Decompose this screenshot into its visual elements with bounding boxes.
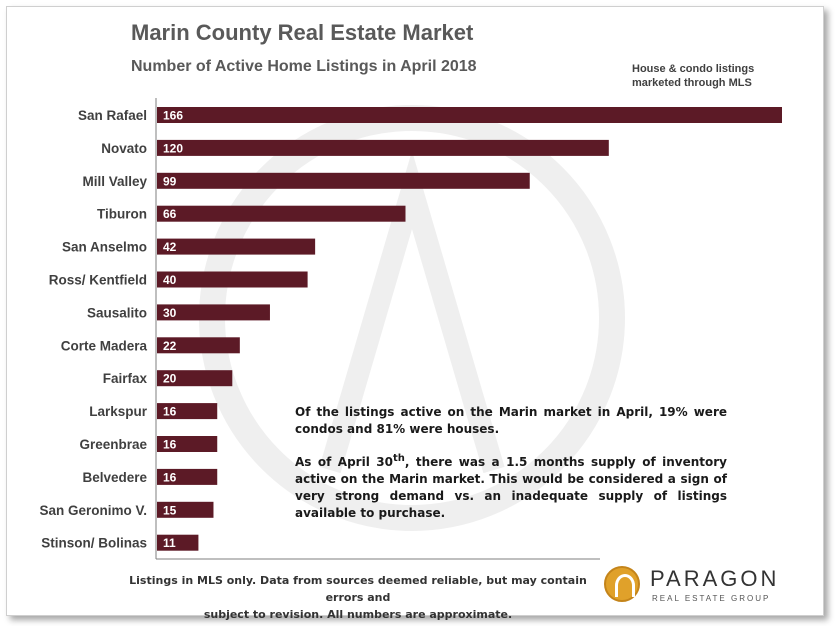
bar [157, 403, 218, 420]
category-label: Larkspur [89, 404, 148, 419]
source-note: House & condo listings marketed through … [632, 63, 755, 89]
data-label: 30 [163, 306, 177, 320]
bar [157, 107, 782, 123]
bar [157, 501, 214, 518]
bar [157, 534, 199, 551]
category-label: Fairfax [103, 371, 148, 386]
bar [157, 238, 316, 255]
category-label: Novato [101, 141, 147, 156]
footer-line-2: subject to revision. All numbers are app… [203, 608, 513, 621]
category-label: San Rafael [78, 108, 147, 123]
category-label: San Geronimo V. [39, 503, 147, 518]
commentary-text-end: , there was a 1.5 months supply of inven… [295, 455, 727, 520]
category-label: Corte Madera [61, 338, 148, 353]
bar [157, 304, 270, 321]
footer-disclaimer: Listings in MLS only. Data from sources … [118, 572, 598, 623]
data-label: 16 [163, 405, 177, 419]
bar [157, 139, 609, 156]
commentary-paragraph-1: Of the listings active on the Marin mark… [295, 405, 727, 436]
data-label: 66 [163, 207, 177, 221]
logo-subtitle: REAL ESTATE GROUP [652, 594, 771, 603]
commentary-text-start: As of April 30 [295, 455, 393, 469]
bar [157, 172, 530, 189]
data-label: 22 [163, 339, 177, 353]
category-label: Ross/ Kentfield [49, 273, 147, 288]
category-label: Tiburon [97, 207, 147, 222]
data-label: 40 [163, 273, 177, 287]
category-label: Stinson/ Bolinas [41, 536, 147, 551]
bar [157, 468, 218, 485]
data-label: 42 [163, 240, 177, 254]
footer-line-1: Listings in MLS only. Data from sources … [129, 574, 587, 604]
data-label: 99 [163, 174, 177, 188]
bar [157, 436, 218, 452]
category-label: Belvedere [82, 470, 147, 485]
data-label: 166 [163, 109, 183, 123]
bar [157, 205, 406, 222]
data-label: 20 [163, 372, 177, 386]
logo-name: PARAGON [650, 566, 780, 591]
bar [157, 370, 233, 387]
paragon-logo-icon [604, 566, 640, 602]
data-label: 15 [163, 503, 177, 517]
commentary-superscript: th [392, 453, 405, 464]
category-label: San Anselmo [62, 240, 147, 255]
category-label: Mill Valley [82, 174, 147, 189]
data-label: 16 [163, 470, 177, 484]
data-label: 11 [163, 536, 176, 550]
category-label: Greenbrae [79, 437, 147, 452]
bar [157, 271, 308, 288]
data-label: 120 [163, 141, 183, 155]
category-label: Sausalito [87, 305, 147, 320]
chart-subtitle: Number of Active Home Listings in April … [131, 58, 477, 75]
data-label: 16 [163, 438, 177, 452]
bar [157, 337, 240, 354]
chart-title: Marin County Real Estate Market [131, 20, 474, 45]
commentary-paragraph-2: As of April 30th, there was a 1.5 months… [295, 450, 727, 522]
commentary: Of the listings active on the Marin mark… [295, 404, 727, 534]
